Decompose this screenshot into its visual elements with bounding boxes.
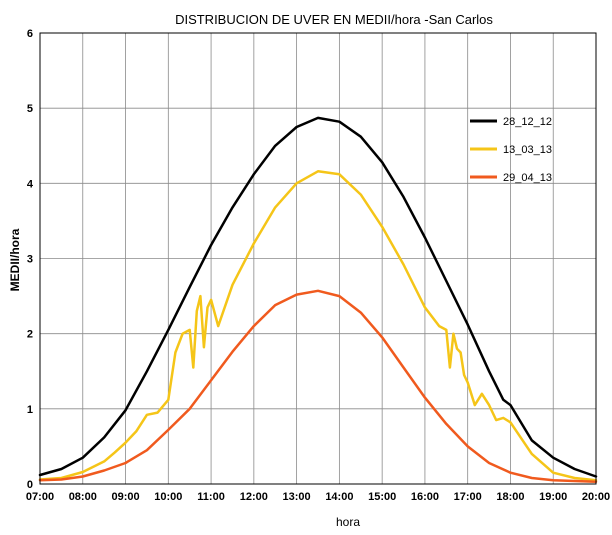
x-tick-label-10: 17:00 bbox=[454, 491, 482, 503]
y-tick-label-1: 1 bbox=[27, 404, 33, 416]
x-tick-label-11: 18:00 bbox=[496, 491, 524, 503]
y-tick-label-0: 0 bbox=[27, 479, 33, 491]
grid bbox=[39, 32, 597, 485]
x-tick-label-2: 09:00 bbox=[111, 491, 139, 503]
y-axis-label: MEDII/hora bbox=[8, 228, 22, 291]
x-tick-label-1: 08:00 bbox=[69, 491, 97, 503]
x-tick-label-9: 16:00 bbox=[411, 491, 439, 503]
x-tick-label-8: 15:00 bbox=[368, 491, 396, 503]
x-tick-label-3: 10:00 bbox=[154, 491, 182, 503]
y-tick-label-2: 2 bbox=[27, 329, 33, 341]
x-tick-label-7: 14:00 bbox=[325, 491, 353, 503]
legend-label-13_03_13: 13_03_13 bbox=[503, 144, 552, 156]
x-tick-label-5: 12:00 bbox=[240, 491, 268, 503]
chart-title: DISTRIBUCION DE UVER EN MEDII/hora -San … bbox=[175, 12, 493, 27]
series-line-29_04_13 bbox=[38, 289, 598, 483]
x-axis-label: hora bbox=[336, 515, 360, 529]
series-lines bbox=[38, 116, 598, 483]
plot-frame bbox=[39, 32, 597, 485]
x-tick-label-0: 07:00 bbox=[26, 491, 54, 503]
legend-label-28_12_12: 28_12_12 bbox=[503, 116, 552, 128]
y-tick-label-4: 4 bbox=[27, 178, 34, 190]
series-line-13_03_13 bbox=[38, 170, 598, 482]
x-tick-label-6: 13:00 bbox=[283, 491, 311, 503]
series-line-28_12_12 bbox=[38, 116, 598, 478]
legend: 28_12_12 13_03_13 29_04_13 bbox=[470, 116, 552, 184]
x-tick-label-13: 20:00 bbox=[582, 491, 610, 503]
x-tick-label-4: 11:00 bbox=[197, 491, 225, 503]
tick-labels: 07:00 08:00 09:00 10:00 11:00 12:00 13:00 14:00… bbox=[26, 28, 610, 503]
y-tick-label-3: 3 bbox=[27, 254, 33, 266]
y-tick-label-6: 6 bbox=[27, 28, 33, 40]
y-tick-label-5: 5 bbox=[27, 103, 33, 115]
legend-label-29_04_13: 29_04_13 bbox=[503, 172, 552, 184]
x-tick-label-12: 19:00 bbox=[539, 491, 567, 503]
